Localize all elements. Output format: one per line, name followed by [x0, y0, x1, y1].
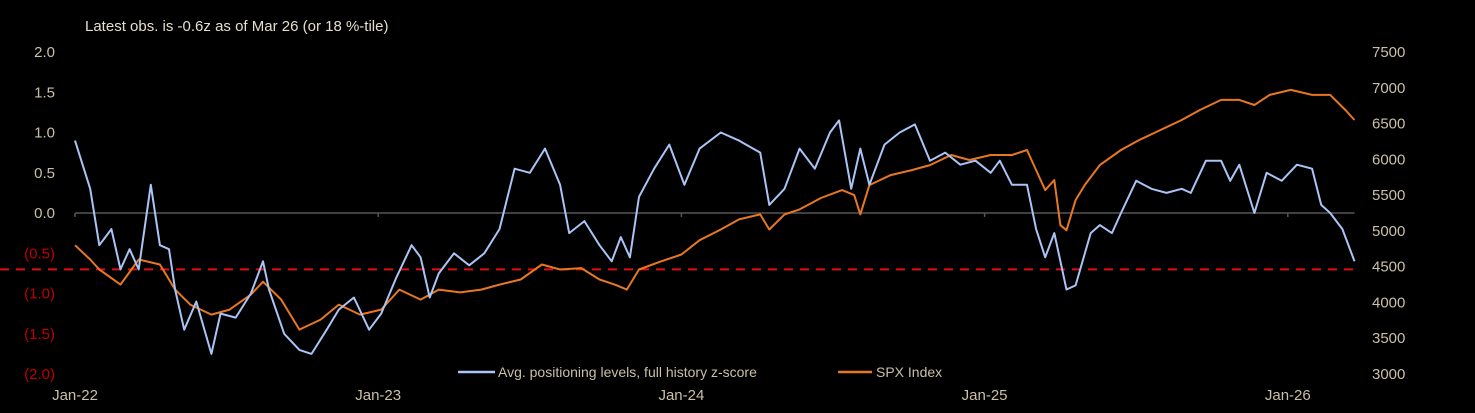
left-tick-label: (2.0): [24, 366, 55, 383]
left-tick-label: 0.0: [34, 205, 55, 222]
x-tick-label: Jan-24: [658, 387, 704, 404]
right-tick-label: 4500: [1372, 259, 1405, 276]
series-group: [74, 88, 1356, 355]
x-axis: Jan-22 Jan-23 Jan-24 Jan-25 Jan-26: [52, 213, 1311, 404]
x-tick-label: Jan-22: [52, 387, 98, 404]
legend-label-zscore: Avg. positioning levels, full history z-…: [498, 364, 757, 380]
right-axis: 7500 7000 6500 6000 5500 5000 4500 4000 3500 3000: [1372, 44, 1405, 383]
x-tick-label: Jan-23: [355, 387, 401, 404]
right-tick-label: 3500: [1372, 330, 1405, 347]
zscore-series-line: [74, 119, 1356, 355]
right-tick-label: 3000: [1372, 366, 1405, 383]
right-tick-label: 7500: [1372, 44, 1405, 61]
right-tick-label: 7000: [1372, 80, 1405, 97]
right-tick-label: 6000: [1372, 151, 1405, 168]
left-axis: 2.0 1.5 1.0 0.5 0.0 (0.5) (1.0) (1.5) (2.0): [24, 44, 55, 383]
spx-series-line: [74, 88, 1356, 331]
chart-title: Latest obs. is -0.6z as of Mar 26 (or 18…: [85, 18, 388, 35]
left-tick-label: (1.5): [24, 326, 55, 343]
right-tick-label: 5500: [1372, 187, 1405, 204]
right-tick-label: 4000: [1372, 294, 1405, 311]
left-tick-label: 1.0: [34, 125, 55, 142]
x-tick-label: Jan-26: [1265, 387, 1311, 404]
legend: Avg. positioning levels, full history z-…: [458, 364, 942, 380]
legend-label-spx: SPX Index: [876, 364, 942, 380]
x-tick-label: Jan-25: [962, 387, 1008, 404]
left-tick-label: (1.0): [24, 286, 55, 303]
left-tick-label: (0.5): [24, 245, 55, 262]
right-tick-label: 5000: [1372, 223, 1405, 240]
left-tick-label: 0.5: [34, 165, 55, 182]
left-tick-label: 2.0: [34, 44, 55, 61]
left-tick-label: 1.5: [34, 84, 55, 101]
right-tick-label: 6500: [1372, 116, 1405, 133]
